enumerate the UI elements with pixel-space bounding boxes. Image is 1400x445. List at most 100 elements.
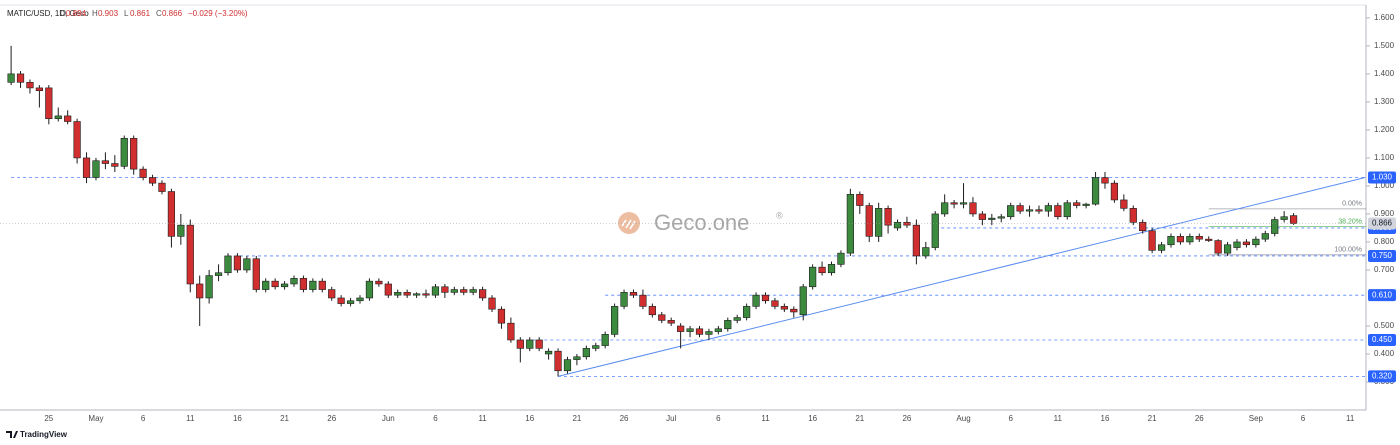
x-tick-label: 21 [1148,414,1157,423]
candle-body [1063,202,1071,218]
y-tick-label: 0.700 [1374,265,1395,274]
candle-body [535,339,543,349]
x-tick-label: Sep [1249,414,1264,423]
y-tick-label: 1.300 [1374,97,1395,106]
candle-body [64,115,72,122]
candle-body [130,138,138,170]
candle-body [1167,236,1175,246]
y-tick-label: 1.000 [1374,181,1395,190]
candle-body [648,306,656,316]
candle-body [978,213,986,220]
candle-body [620,292,628,307]
candle-body [469,289,477,293]
candle-body [262,280,270,290]
candle-body [893,222,902,229]
candle-body [478,289,487,299]
candle-body [422,293,430,296]
y-tick-label: 0.500 [1374,321,1395,330]
x-tick-label: Aug [956,414,970,423]
y-tick-label: 0.800 [1374,237,1395,246]
candle-body [667,320,675,324]
y-tick-label: 0.400 [1374,349,1395,358]
candle-body [686,328,694,332]
candle-body [252,258,260,290]
candle-body [931,213,939,248]
x-tick-label: 21 [280,414,289,423]
candle-body [214,272,223,276]
candle-body [1261,233,1269,240]
x-tick-label: Jun [382,414,395,423]
candle-body [148,177,157,184]
candle-body [865,205,873,237]
x-tick-label: 6 [1301,414,1306,423]
candle-body [790,308,798,313]
x-tick-label: 16 [808,414,817,423]
ohlc-key: H [92,9,98,18]
candle-body [1044,205,1053,212]
candle-body [563,359,572,372]
candle-body [309,280,317,290]
level-label-box [1368,370,1396,383]
candle-body [299,278,308,290]
candle-body [16,73,25,83]
candle-body [205,275,213,299]
candle-body [629,292,638,296]
candle-body [884,208,892,226]
candle-body [45,87,53,120]
candle-body [158,182,166,192]
candle-body [875,208,883,237]
candle-body [450,289,458,293]
fib-label: 38.20% [1338,218,1362,225]
candle-body [375,280,383,285]
candle-body [224,255,232,274]
candle-body [7,73,15,83]
candle-body [111,163,119,167]
candle-body [912,224,920,257]
candle-body [573,356,581,360]
candle-body [328,289,336,299]
candle-body [346,300,355,304]
last-price-box [1368,217,1396,230]
level-label-box [1368,171,1396,184]
candle-body [1082,203,1090,206]
candle-body [818,266,826,274]
candle-body [271,280,279,288]
watermark-reg: ® [776,210,783,220]
candle-body [752,294,760,307]
candle-body [1073,202,1081,206]
candle-body [233,255,242,271]
logo-text: TradingView [20,430,68,439]
candle-body [554,350,562,372]
change: −0.029 (−3.20%) [188,9,248,18]
candle-body [516,339,524,349]
x-tick-label: 6 [1008,414,1013,423]
candle-body [1157,244,1166,251]
x-tick-label: 26 [1195,414,1204,423]
candle-body [120,138,128,167]
candle-body [799,286,807,316]
candle-body [1242,241,1251,246]
candle-body [997,216,1005,219]
candle-body [724,320,732,330]
y-tick-label: 1.400 [1374,69,1395,78]
candle-body [73,121,81,159]
candle-body [837,252,845,265]
x-tick-label: 6 [716,414,721,423]
candle-body [1101,177,1109,184]
candle-body [1129,208,1137,223]
x-tick-label: Jul [666,414,676,423]
ohlc-key: O [60,9,66,18]
candle-body [35,87,43,92]
x-tick-label: 16 [525,414,534,423]
candle-body [403,292,411,296]
candle-body [545,350,553,355]
candle-body [318,280,326,290]
candle-body [243,258,251,271]
x-tick-label: 11 [1054,414,1063,423]
candle-body [1054,205,1062,218]
candle-body [611,306,619,335]
level-label-box [1368,249,1396,262]
candle-body [186,224,194,285]
last-price-label: 0.866 [1372,219,1393,228]
